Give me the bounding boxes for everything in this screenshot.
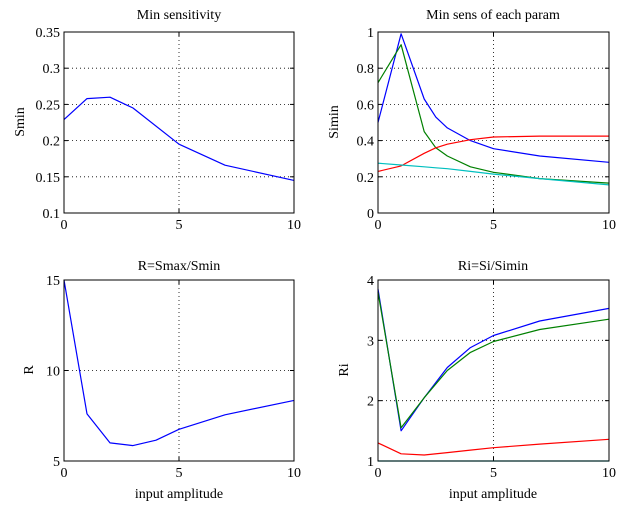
y-tick-label: 3 bbox=[367, 334, 374, 349]
axes-frame bbox=[63, 279, 295, 462]
plot-area: 0 5 10 1 2 3 4 bbox=[367, 274, 616, 481]
x-tick-label: 5 bbox=[490, 466, 497, 481]
series-line-3 bbox=[377, 135, 609, 172]
y-tick-label: 15 bbox=[46, 274, 60, 289]
x-tick-label: 10 bbox=[602, 466, 616, 481]
x-tick-label: 10 bbox=[287, 466, 301, 481]
x-tick-label: 5 bbox=[176, 466, 183, 481]
y-tick-label: 0 bbox=[367, 207, 374, 222]
x-tick-label: 0 bbox=[61, 466, 68, 481]
y-tick-label: 0.3 bbox=[43, 62, 61, 77]
x-tick-label: 5 bbox=[490, 218, 497, 233]
chart-title: R=Smax/Smin bbox=[138, 259, 221, 274]
y-tick-label: 10 bbox=[46, 365, 60, 380]
series-line-1 bbox=[377, 288, 610, 432]
x-tick-label: 10 bbox=[602, 218, 616, 233]
series-line-1 bbox=[63, 279, 295, 447]
x-axis-label: input amplitude bbox=[449, 487, 537, 502]
y-tick-label: 0.15 bbox=[36, 171, 61, 186]
x-tick-label: 0 bbox=[375, 466, 382, 481]
series-line-1 bbox=[63, 96, 295, 181]
series-line-3 bbox=[377, 438, 610, 456]
chart-title: Min sens of each param bbox=[426, 8, 560, 23]
y-axis-label: Smin bbox=[13, 107, 28, 137]
series-line-2 bbox=[377, 291, 610, 429]
x-axis-label: input amplitude bbox=[135, 487, 223, 502]
chart-title: Ri=Si/Simin bbox=[458, 259, 528, 274]
plot-area: 0 5 10 0 0.2 0.4 0.6 0.8 1 bbox=[357, 26, 617, 233]
y-tick-label: 2 bbox=[367, 395, 374, 410]
series-line-4 bbox=[377, 162, 610, 186]
y-tick-label: 0.35 bbox=[36, 26, 61, 41]
y-axis-label: Simin bbox=[327, 105, 342, 138]
plot-area: 0 5 10 0.1 0.15 0.2 0.25 0.3 0.35 bbox=[36, 26, 302, 233]
y-tick-label: 1 bbox=[367, 455, 374, 470]
y-tick-label: 0.6 bbox=[357, 98, 375, 113]
y-tick-label: 0.4 bbox=[357, 135, 375, 150]
x-tick-label: 0 bbox=[375, 218, 382, 233]
x-tick-label: 0 bbox=[61, 218, 68, 233]
subplot-ri-ratio: Ri=Si/Simin Ri input amplitude 0 5 10 1 2 3 4 bbox=[337, 259, 616, 502]
series-line-1 bbox=[377, 33, 610, 163]
subplot-min-sensitivity: Min sensitivity Smin 0 5 100.10.150.20.250… bbox=[13, 8, 301, 233]
y-tick-label: 5 bbox=[53, 455, 60, 470]
y-tick-label: 0.25 bbox=[36, 98, 61, 113]
y-tick-label: 0.2 bbox=[357, 171, 375, 186]
y-axis-label: Ri bbox=[337, 363, 352, 376]
y-tick-label: 0.1 bbox=[43, 207, 61, 222]
subplot-min-sens-each-param: Min sens of each param Simin 0 5 10 0 0.2 0.4… bbox=[327, 8, 616, 233]
y-tick-label: 0.2 bbox=[43, 135, 61, 150]
y-tick-label: 0.8 bbox=[357, 62, 375, 77]
x-tick-label: 10 bbox=[287, 218, 301, 233]
axes-frame bbox=[377, 31, 610, 214]
chart-title: Min sensitivity bbox=[137, 8, 221, 23]
x-tick-label: 5 bbox=[176, 218, 183, 233]
y-tick-label: 4 bbox=[367, 274, 374, 289]
axes-frame bbox=[377, 279, 610, 462]
y-tick-label: 1 bbox=[367, 26, 374, 41]
axes-frame bbox=[63, 31, 295, 214]
y-axis-label: R bbox=[22, 365, 37, 375]
